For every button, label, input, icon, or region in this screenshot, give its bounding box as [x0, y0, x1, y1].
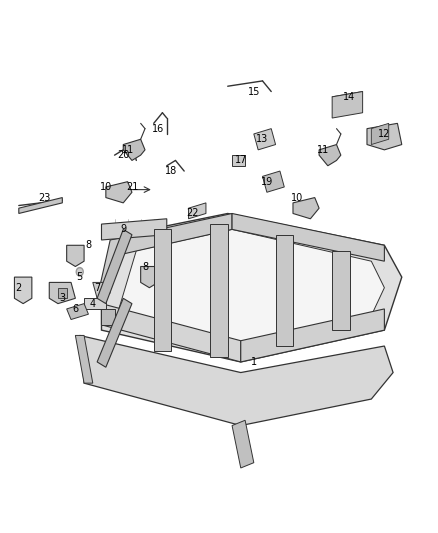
Polygon shape — [232, 420, 254, 468]
Text: 7: 7 — [94, 282, 100, 293]
Text: 8: 8 — [85, 240, 92, 251]
Polygon shape — [293, 198, 319, 219]
Text: 13: 13 — [256, 134, 268, 144]
Polygon shape — [232, 155, 245, 166]
Polygon shape — [58, 288, 67, 298]
Polygon shape — [367, 123, 402, 150]
Polygon shape — [102, 309, 115, 325]
Polygon shape — [102, 214, 402, 362]
Polygon shape — [67, 245, 84, 266]
Polygon shape — [67, 304, 88, 319]
Polygon shape — [119, 229, 385, 351]
Polygon shape — [276, 235, 293, 346]
Text: 14: 14 — [343, 92, 356, 102]
Circle shape — [76, 268, 83, 276]
Polygon shape — [80, 335, 393, 425]
Polygon shape — [123, 139, 145, 160]
Polygon shape — [371, 123, 389, 144]
Polygon shape — [84, 298, 106, 309]
Polygon shape — [106, 182, 132, 203]
Text: 11: 11 — [121, 145, 134, 155]
Polygon shape — [154, 229, 171, 351]
Polygon shape — [232, 214, 385, 261]
Polygon shape — [102, 304, 241, 362]
Text: 2: 2 — [16, 282, 22, 293]
Text: 19: 19 — [261, 176, 273, 187]
Text: 20: 20 — [117, 150, 130, 160]
Polygon shape — [97, 298, 132, 367]
Text: 9: 9 — [120, 224, 126, 235]
Polygon shape — [75, 335, 93, 383]
Polygon shape — [19, 198, 62, 214]
Text: 22: 22 — [187, 208, 199, 219]
Text: 1: 1 — [251, 357, 257, 367]
Polygon shape — [93, 282, 110, 298]
Text: 10: 10 — [100, 182, 112, 192]
Polygon shape — [141, 266, 158, 288]
Text: 23: 23 — [39, 192, 51, 203]
Text: 10: 10 — [291, 192, 304, 203]
Text: 4: 4 — [90, 298, 96, 309]
Polygon shape — [241, 309, 385, 362]
Polygon shape — [49, 282, 75, 304]
Circle shape — [78, 269, 82, 274]
Text: 8: 8 — [142, 262, 148, 271]
Text: 17: 17 — [235, 156, 247, 165]
Text: 3: 3 — [59, 293, 65, 303]
Text: 12: 12 — [378, 129, 391, 139]
Polygon shape — [97, 229, 132, 304]
Polygon shape — [97, 214, 232, 309]
Text: 16: 16 — [152, 124, 164, 134]
Polygon shape — [262, 171, 284, 192]
Text: 6: 6 — [72, 304, 78, 314]
Text: 18: 18 — [165, 166, 177, 176]
Polygon shape — [332, 92, 363, 118]
Polygon shape — [14, 277, 32, 304]
Polygon shape — [254, 128, 276, 150]
Text: 11: 11 — [317, 145, 329, 155]
Text: 5: 5 — [77, 272, 83, 282]
Polygon shape — [319, 144, 341, 166]
Polygon shape — [102, 219, 167, 240]
Text: 15: 15 — [247, 86, 260, 96]
Text: 21: 21 — [126, 182, 138, 192]
Polygon shape — [332, 251, 350, 330]
Polygon shape — [210, 224, 228, 357]
Polygon shape — [188, 203, 206, 219]
